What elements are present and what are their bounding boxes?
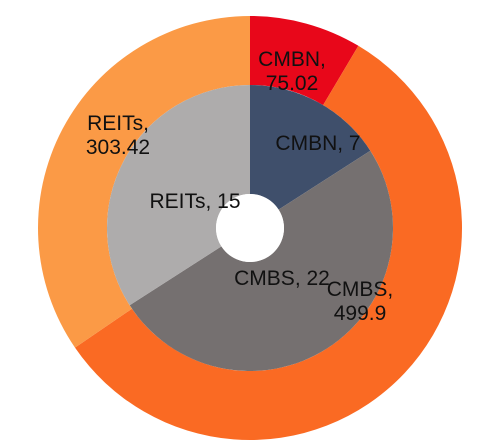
slice-outer-2 — [37, 16, 250, 348]
chart-labels: CMBN, 75.02 CMBS, 499.9 REITs, 303.42 CMBN, 7 C… — [86, 48, 393, 325]
slice-label-inner-0: CMBN, 7 — [275, 132, 360, 155]
slice-inner-0 — [250, 85, 371, 210]
slice-label-outer-0: CMBN, 75.02 — [258, 48, 326, 95]
slice-label-line: CMBS, 22 — [234, 267, 330, 290]
slice-label-outer-1: CMBS, 499.9 — [327, 278, 394, 325]
slice-label-line: REITs, 15 — [149, 190, 240, 213]
slice-label-inner-1: CMBS, 22 — [234, 267, 330, 290]
slice-label-inner-2: REITs, 15 — [149, 190, 240, 213]
slice-label-line: CMBS, — [327, 278, 394, 301]
slice-inner-1 — [129, 150, 393, 372]
donut-hole — [216, 194, 284, 262]
slice-label-line: 75.02 — [266, 72, 319, 95]
slice-label-line: REITs, — [87, 112, 149, 135]
slice-outer-1 — [74, 45, 462, 440]
slice-label-line: 303.42 — [86, 136, 150, 159]
slice-label-outer-2: REITs, 303.42 — [86, 112, 150, 159]
slice-label-line: CMBN, 7 — [275, 132, 360, 155]
chart-slices — [37, 16, 462, 440]
slice-outer-0 — [250, 16, 359, 106]
slice-label-line: CMBN, — [258, 48, 326, 71]
slice-inner-2 — [106, 85, 250, 306]
slice-label-line: 499.9 — [334, 302, 387, 325]
